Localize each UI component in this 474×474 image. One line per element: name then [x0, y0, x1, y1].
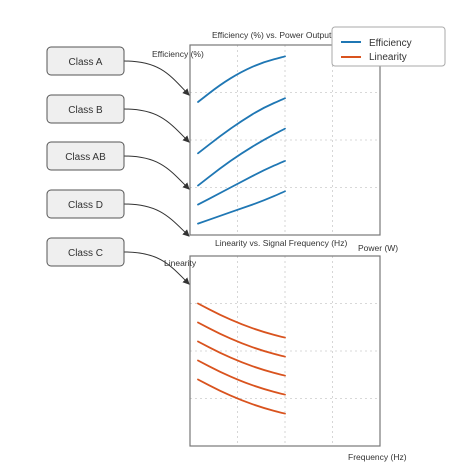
connector-class-a	[123, 60, 190, 96]
linearity-plot-frame	[189, 255, 381, 447]
class-ab-node[interactable]: Class AB	[46, 141, 125, 171]
class-b-label: Class B	[68, 105, 103, 116]
legend-efficiency-label: Efficiency	[369, 38, 412, 49]
efficiency-series-line-2	[197, 97, 286, 155]
linearity-grid	[190, 256, 380, 446]
class-d-label: Class D	[68, 200, 103, 211]
connector-class-b	[123, 108, 190, 143]
class-a-node[interactable]: Class A	[46, 46, 125, 76]
efficiency-series-line-5	[197, 190, 286, 225]
connector-class-d	[123, 203, 190, 237]
efficiency-series-line-1	[197, 55, 286, 103]
class-b-node[interactable]: Class B	[46, 94, 125, 124]
efficiency-plot-frame	[189, 44, 381, 236]
efficiency-series-line-4	[197, 159, 286, 206]
linearity-chart-title: Linearity vs. Signal Frequency (Hz)	[215, 238, 347, 248]
linearity-y-axis-label: Linearity	[164, 258, 197, 268]
linearity-series-line-4	[197, 359, 286, 396]
power-x-axis-label: Power (W)	[358, 243, 398, 253]
efficiency-lines	[197, 55, 286, 225]
linearity-series-line-1	[197, 302, 286, 339]
class-ab-label: Class AB	[65, 152, 106, 163]
efficiency-plot: Efficiency (%) vs. Power Output Efficien…	[152, 30, 398, 253]
class-connectors	[123, 60, 190, 285]
efficiency-y-axis-label: Efficiency (%)	[152, 49, 204, 59]
class-a-box[interactable]	[46, 46, 125, 76]
legend-linearity-label: Linearity	[369, 52, 407, 63]
class-c-box[interactable]	[46, 237, 125, 267]
frequency-x-axis-label: Frequency (Hz)	[348, 452, 407, 462]
class-b-box[interactable]	[46, 94, 125, 124]
class-c-node[interactable]: Class C	[46, 237, 125, 267]
linearity-series-line-3	[197, 340, 286, 377]
efficiency-series-line-3	[197, 127, 286, 187]
linearity-series-line-5	[197, 378, 286, 415]
efficiency-grid	[190, 45, 380, 235]
connector-class-c	[123, 251, 190, 285]
class-a-label: Class A	[69, 57, 103, 68]
class-c-label: Class C	[68, 248, 103, 259]
connector-class-ab	[123, 155, 190, 190]
class-ab-box[interactable]	[46, 141, 125, 171]
class-d-box[interactable]	[46, 189, 125, 219]
class-d-node[interactable]: Class D	[46, 189, 125, 219]
linearity-series-line-2	[197, 321, 286, 358]
chart-legend: Efficiency Linearity	[331, 26, 446, 67]
efficiency-chart-title: Efficiency (%) vs. Power Output	[212, 30, 332, 40]
linearity-lines	[197, 302, 286, 415]
linearity-plot: Linearity vs. Signal Frequency (Hz) Line…	[164, 238, 407, 462]
